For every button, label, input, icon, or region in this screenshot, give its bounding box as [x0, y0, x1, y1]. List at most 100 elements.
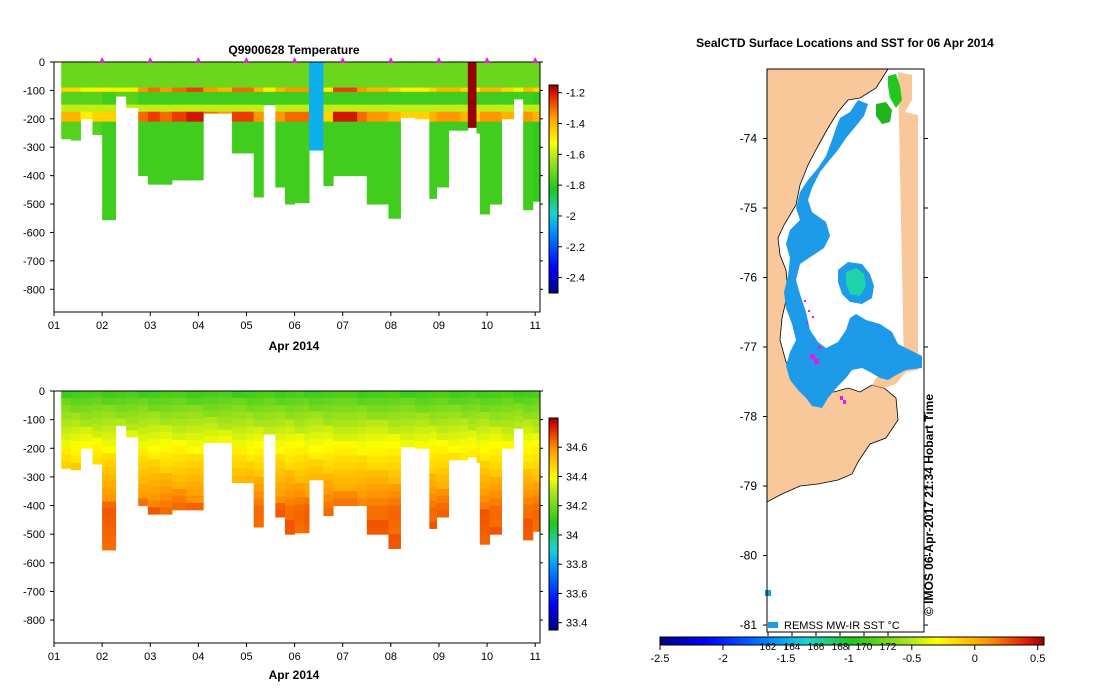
temperature-cell — [147, 111, 161, 123]
temperature-xlabel: Apr 2014 — [269, 339, 320, 353]
temperature-cell — [532, 91, 541, 106]
salinity-cell — [138, 498, 149, 507]
temperature-cell — [489, 62, 503, 89]
salinity-cell — [309, 438, 324, 447]
salinity-cell — [460, 432, 469, 440]
salinity-axes-frame — [53, 390, 541, 644]
salinity-cell — [489, 405, 503, 413]
salinity-cell — [333, 433, 358, 442]
profile-marker — [387, 57, 394, 63]
temperature-cell — [115, 91, 127, 97]
temperature-cell — [489, 104, 503, 113]
temperature-cell — [400, 111, 416, 118]
temperature-cell — [126, 104, 139, 108]
map-colorbar-label: REMSS MW-IR SST °C — [784, 620, 900, 632]
salinity-cell — [323, 508, 334, 517]
salinity-cell — [357, 433, 368, 442]
salinity-cell — [460, 452, 469, 461]
temperature-cell — [186, 87, 204, 93]
y-tick-label: -500 — [23, 199, 45, 211]
salinity-cell — [366, 391, 389, 399]
salinity-cell — [333, 469, 358, 478]
temperature-cell — [476, 62, 481, 89]
temperature-cell — [275, 104, 286, 113]
y-tick-label: -600 — [23, 227, 45, 239]
temperature-cell — [479, 87, 490, 93]
temperature-cell — [460, 62, 469, 89]
salinity-cell — [357, 491, 368, 499]
salinity-cell — [246, 405, 255, 413]
temperature-cell — [366, 62, 389, 89]
temperature-cell — [275, 87, 286, 93]
temperature-cell — [92, 121, 103, 135]
salinity-cell — [366, 469, 389, 478]
salinity-cell — [467, 430, 477, 438]
salinity-cell — [186, 446, 204, 455]
salinity-cell — [304, 461, 310, 470]
temperature-cell — [102, 87, 117, 93]
salinity-cell — [323, 487, 334, 496]
salinity-cell — [523, 469, 534, 477]
temperature-cell — [357, 111, 368, 123]
salinity-cell — [532, 447, 541, 455]
temperature-cell — [92, 62, 103, 89]
temperature-cell — [388, 62, 401, 89]
salinity-cell — [275, 398, 286, 406]
temperature-cell — [159, 111, 173, 123]
lat-tick-label: -77 — [740, 340, 758, 354]
temperature-cell — [171, 62, 187, 89]
x-tick-label: 05 — [240, 320, 252, 332]
salinity-cell — [429, 514, 438, 523]
salinity-cell — [159, 479, 173, 488]
salinity-cell — [479, 481, 490, 489]
salinity-cell — [323, 453, 334, 461]
salinity-cell — [294, 426, 305, 435]
salinity-cell — [479, 432, 490, 441]
salinity-cell — [275, 503, 286, 511]
salinity-cell — [357, 398, 368, 406]
salinity-cell — [294, 518, 305, 527]
seal-track — [804, 300, 846, 404]
salinity-cell — [275, 391, 286, 399]
salinity-cell — [479, 418, 490, 427]
salinity-cell — [532, 419, 541, 427]
salinity-cell — [388, 405, 401, 413]
salinity-cell — [61, 461, 72, 469]
salinity-cell — [309, 411, 324, 419]
salinity-cell — [284, 512, 296, 521]
salinity-cell — [126, 423, 139, 431]
salinity-cell — [333, 491, 358, 499]
salinity-cell — [476, 405, 481, 413]
temperature-cell — [186, 62, 204, 89]
temperature-cell — [436, 87, 450, 93]
x-tick-label: 01 — [48, 320, 60, 332]
map-colorbar-tick-label: -1.5 — [776, 653, 795, 665]
temperature-cell — [203, 111, 219, 114]
salinity-cell — [294, 419, 305, 427]
salinity-cell — [171, 488, 187, 497]
y-tick-label: -400 — [23, 501, 45, 513]
temperature-cell — [232, 87, 247, 93]
salinity-cell — [171, 391, 187, 399]
temperature-cell — [448, 87, 462, 93]
temperature-cell — [333, 111, 358, 123]
salinity-cell — [479, 404, 490, 413]
temperature-cell — [460, 121, 469, 131]
temperature-cell — [92, 104, 103, 113]
temperature-cell — [366, 87, 389, 93]
salinity-cell — [159, 411, 173, 419]
salinity-cell — [479, 411, 490, 420]
salinity-cell — [294, 461, 305, 470]
temperature-cell — [203, 62, 219, 89]
salinity-cell — [171, 397, 187, 406]
temperature-cell — [253, 87, 264, 93]
salinity-cell — [436, 475, 450, 483]
salinity-cell — [523, 511, 534, 520]
salinity-cell — [92, 430, 103, 438]
x-tick-label: 04 — [192, 320, 204, 332]
salinity-cell — [333, 391, 358, 399]
y-tick-label: 0 — [39, 57, 45, 69]
salinity-cell — [186, 439, 204, 448]
temperature-cell — [159, 62, 173, 89]
salinity-cell — [284, 419, 296, 428]
